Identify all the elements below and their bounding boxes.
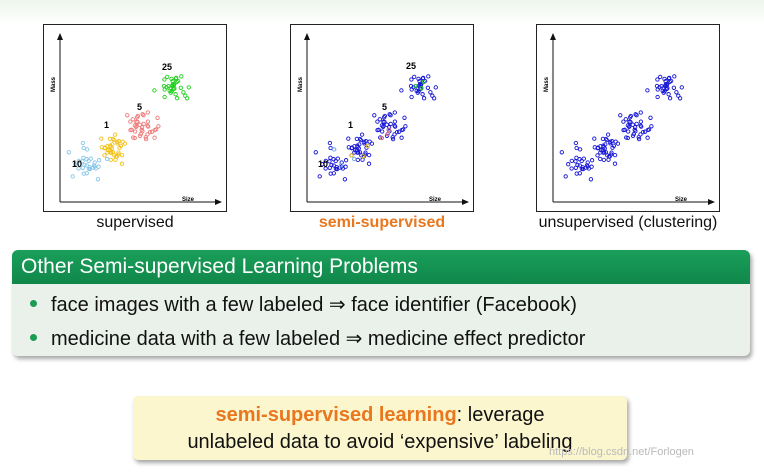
caption-semi-supervised: semi-supervised (272, 214, 492, 232)
other-problems-block: Other Semi-supervised Learning Problems … (12, 250, 750, 356)
scatter-panel-semi-supervised: Mass Size 25 1 5 10 (290, 24, 474, 212)
y-axis-label: Mass (51, 76, 57, 92)
scatter-panel-supervised: Mass Size 25 1 5 10 (43, 24, 227, 212)
x-axis-label: Size (182, 197, 195, 203)
list-item: medicine data with a few labeled ⇒ medic… (30, 322, 750, 356)
label-25: 25 (162, 62, 172, 72)
callout-text-1: : leverage (457, 404, 545, 426)
list-item: face images with a few labeled ⇒ face id… (30, 288, 750, 322)
callout-highlight: semi-supervised learning (215, 404, 456, 426)
label-25: 25 (406, 61, 416, 71)
y-axis-label: Mass (544, 76, 550, 92)
caption-supervised: supervised (25, 214, 245, 232)
scatter-panel-unsupervised: Mass Size (536, 24, 720, 212)
block-title: Other Semi-supervised Learning Problems (12, 250, 750, 284)
x-axis-label: Size (675, 197, 688, 203)
bullet-icon (30, 300, 37, 307)
x-axis-label: Size (429, 197, 442, 203)
watermark: https://blog.csdn.net/Forlogen (549, 446, 694, 458)
bullet-icon (30, 334, 37, 341)
list-item-text: face images with a few labeled ⇒ face id… (51, 294, 577, 316)
label-5: 5 (382, 102, 387, 112)
caption-unsupervised: unsupervised (clustering) (518, 214, 738, 232)
label-1: 1 (348, 120, 353, 130)
y-axis-label: Mass (298, 76, 304, 92)
label-5: 5 (137, 102, 142, 112)
label-10: 10 (318, 159, 328, 169)
label-10: 10 (72, 159, 82, 169)
label-1: 1 (104, 120, 109, 130)
list-item-text: medicine data with a few labeled ⇒ medic… (51, 328, 585, 350)
